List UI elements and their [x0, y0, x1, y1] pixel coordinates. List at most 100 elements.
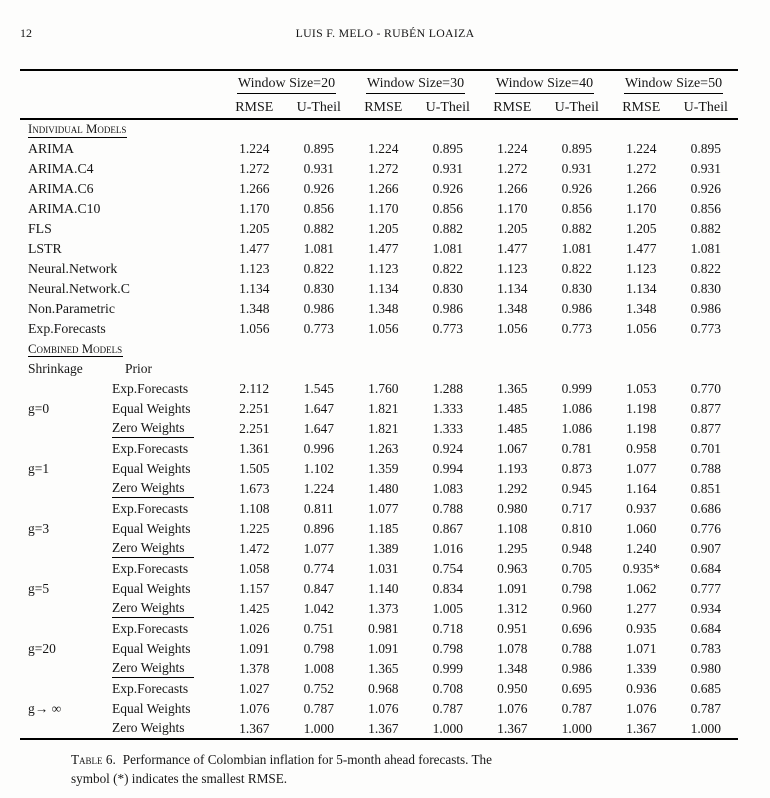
prior-label-cell: Zero Weights [104, 539, 222, 559]
table-row: Neural.Network.C 1.134 0.830 1.134 0.830 1.13… [20, 279, 738, 299]
value-cell: 0.781 [561, 441, 592, 456]
caption-label: Table 6. [71, 752, 116, 767]
metric-header: RMSE [222, 98, 287, 120]
value-cell: 1.000 [690, 720, 721, 736]
value-cell: 1.157 [239, 581, 270, 596]
window-size-header: Window Size=30 [351, 70, 480, 98]
value-cell: 0.788 [690, 461, 721, 476]
value-cell: 0.798 [303, 641, 334, 656]
value-cell: 1.477 [239, 241, 270, 256]
value-cell: 0.986 [561, 661, 592, 676]
table-row: Zero Weights 2.251 1.647 1.821 1.333 1.485 1.0… [20, 419, 738, 439]
value-cell: 1.198 [626, 401, 657, 416]
value-cell: 1.081 [690, 241, 721, 256]
prior-label: Equal Weights [112, 400, 191, 416]
value-cell: 1.359 [368, 461, 399, 476]
value-cell: 1.091 [239, 641, 270, 656]
value-cell: 0.980 [497, 501, 528, 516]
value-cell: 1.266 [497, 181, 528, 196]
value-cell: 1.425 [239, 601, 270, 616]
value-cell: 1.078 [497, 641, 528, 656]
table-row: Zero Weights 1.472 1.077 1.389 1.016 1.295 0.9… [20, 539, 738, 559]
value-cell: 1.000 [432, 720, 463, 736]
value-cell: 1.205 [626, 221, 657, 236]
value-cell: 1.123 [368, 261, 399, 276]
individual-models-section: Individual Models [20, 119, 738, 139]
table-row: Exp.Forecasts 1.056 0.773 1.056 0.773 1.056 0.… [20, 319, 738, 339]
value-cell: 0.787 [690, 701, 721, 716]
shrinkage-label [20, 419, 104, 439]
value-cell: 0.895 [432, 141, 463, 156]
value-cell: 0.999 [432, 661, 463, 676]
value-cell: 0.773 [432, 321, 463, 336]
value-cell: 1.077 [368, 501, 399, 516]
value-cell: 1.123 [239, 261, 270, 276]
value-cell: 2.251 [239, 401, 270, 416]
prior-label-cell: Equal Weights [104, 399, 222, 419]
prior-label-cell: Equal Weights [104, 639, 222, 659]
value-cell: 0.924 [432, 441, 463, 456]
value-cell: 1.263 [368, 441, 399, 456]
value-cell: 1.647 [303, 421, 334, 436]
value-cell: 0.798 [432, 641, 463, 656]
prior-label-cell: Zero Weights [104, 719, 222, 739]
metric-header: U-Theil [544, 98, 609, 120]
prior-label: Zero Weights [112, 600, 194, 618]
value-cell: 0.867 [432, 521, 463, 536]
value-cell: 0.963 [497, 561, 528, 576]
value-cell: 1.062 [626, 581, 657, 596]
table-row: Zero Weights 1.378 1.008 1.365 0.999 1.348 0.9… [20, 659, 738, 679]
value-cell: 1.134 [368, 281, 399, 296]
value-cell: 1.480 [368, 481, 399, 496]
value-cell: 1.295 [497, 541, 528, 556]
value-cell: 0.773 [561, 321, 592, 336]
value-cell: 0.856 [303, 201, 334, 216]
value-cell: 1.821 [368, 401, 399, 416]
prior-label: Zero Weights [112, 660, 194, 678]
metric-header: U-Theil [415, 98, 480, 120]
metric-header: RMSE [480, 98, 545, 120]
value-cell: 1.076 [239, 701, 270, 716]
value-cell: 1.071 [626, 641, 657, 656]
shrinkage-label [20, 499, 104, 519]
value-cell: 0.783 [690, 641, 721, 656]
value-cell: 0.770 [690, 381, 721, 396]
value-cell: 1.266 [239, 181, 270, 196]
value-cell: 0.718 [432, 621, 463, 636]
value-cell: 0.980 [690, 661, 721, 676]
section-row: Individual Models [20, 119, 738, 139]
value-cell: 0.830 [561, 281, 592, 296]
value-cell: 1.477 [626, 241, 657, 256]
table-row: ARIMA.C4 1.272 0.931 1.272 0.931 1.272 0.931 1.… [20, 159, 738, 179]
value-cell: 1.193 [497, 461, 528, 476]
value-cell: 0.787 [303, 701, 334, 716]
value-cell: 0.895 [561, 141, 592, 156]
value-cell: 0.822 [432, 261, 463, 276]
value-cell: 1.081 [432, 241, 463, 256]
shrinkage-label: g=1 [28, 461, 50, 476]
value-cell: 0.788 [432, 501, 463, 516]
prior-label-cell: Exp.Forecasts [104, 439, 222, 459]
value-cell: 1.348 [239, 301, 270, 316]
value-cell: 1.102 [303, 461, 334, 476]
value-cell: 1.224 [303, 481, 334, 496]
value-cell: 1.339 [626, 661, 657, 676]
window-size-label: Window Size=20 [236, 76, 337, 94]
table-row: Zero Weights 1.367 1.000 1.367 1.000 1.367 1.0… [20, 719, 738, 739]
value-cell: 1.266 [626, 181, 657, 196]
value-cell: 0.788 [561, 641, 592, 656]
table-head: Window Size=20 Window Size=30 Window Size=… [20, 70, 738, 120]
value-cell: 0.981 [368, 621, 399, 636]
value-cell: 1.056 [368, 321, 399, 336]
value-cell: 1.077 [626, 461, 657, 476]
prior-label-cell: Equal Weights [104, 579, 222, 599]
prior-label: Exp.Forecasts [112, 620, 189, 636]
prior-label-cell: Zero Weights [104, 419, 222, 439]
prior-label-cell: Equal Weights [104, 459, 222, 479]
value-cell: 1.081 [561, 241, 592, 256]
value-cell: 1.333 [432, 421, 463, 436]
table-row: ARIMA.C6 1.266 0.926 1.266 0.926 1.266 0.926 1.… [20, 179, 738, 199]
value-cell: 1.545 [303, 381, 334, 396]
window-size-header: Window Size=20 [222, 70, 351, 98]
metric-header: RMSE [351, 98, 416, 120]
